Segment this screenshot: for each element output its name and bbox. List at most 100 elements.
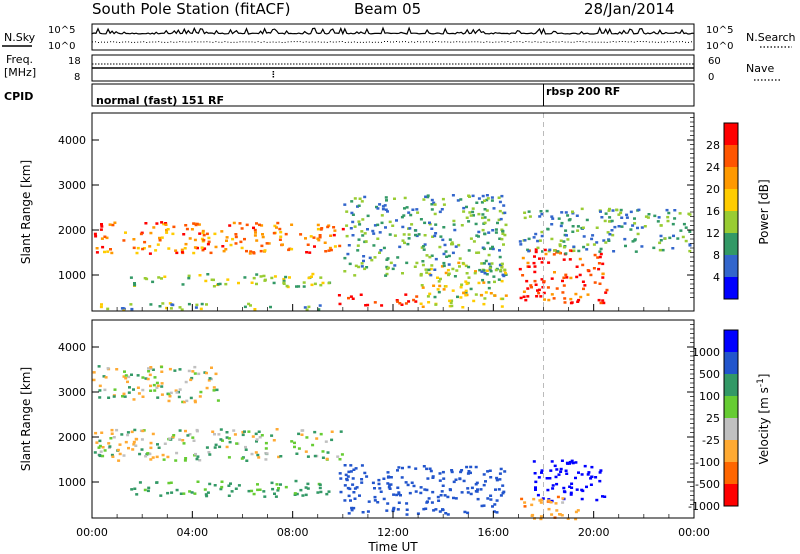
data-cell [605, 288, 609, 292]
data-cell [313, 454, 317, 458]
data-cell [518, 267, 522, 271]
data-cell [309, 235, 313, 238]
data-cell [550, 223, 554, 226]
data-cell [136, 246, 140, 250]
data-cell [362, 259, 365, 263]
data-cell [151, 280, 155, 284]
data-cell [488, 266, 492, 270]
data-cell [599, 469, 603, 472]
noise-search-point [688, 41, 689, 43]
noise-search-point [215, 41, 217, 43]
data-cell [371, 481, 375, 485]
colorbar-tick-label: 1000 [692, 346, 720, 359]
data-cell [148, 252, 152, 255]
data-cell [522, 290, 526, 293]
noise-search-point [128, 41, 130, 43]
data-cell [201, 229, 205, 233]
data-cell [606, 231, 610, 234]
data-cell [452, 223, 456, 226]
noise-search-point [248, 41, 250, 43]
data-cell [205, 386, 209, 390]
data-cell [490, 199, 494, 202]
data-cell [428, 221, 431, 224]
data-cell [442, 261, 446, 265]
data-cell [535, 295, 539, 298]
noise-search-point [573, 41, 575, 43]
data-cell [423, 234, 427, 237]
data-cell [237, 484, 241, 487]
data-cell [494, 228, 498, 231]
colorbar-segment [724, 145, 738, 167]
data-cell [497, 196, 501, 199]
data-cell [459, 198, 463, 201]
data-cell [158, 239, 162, 242]
data-cell [261, 233, 264, 236]
data-cell [431, 490, 435, 494]
data-cell [596, 256, 600, 259]
data-cell [103, 250, 106, 254]
data-cell [279, 235, 283, 238]
data-cell [446, 495, 450, 499]
data-cell [423, 221, 427, 225]
data-cell [315, 437, 319, 440]
data-cell [327, 249, 331, 252]
data-cell [523, 211, 527, 214]
data-cell [436, 288, 440, 291]
data-cell [442, 477, 446, 480]
data-cell [541, 286, 545, 289]
data-cell [350, 508, 354, 512]
data-cell [503, 233, 507, 237]
data-cell [469, 492, 473, 496]
data-cell [302, 285, 306, 288]
data-cell [149, 458, 153, 461]
data-cell [580, 226, 584, 230]
noise-search-point [447, 41, 449, 43]
data-cell [439, 235, 443, 238]
data-cell [124, 231, 127, 234]
data-cell [262, 490, 266, 493]
data-cell [464, 280, 468, 283]
data-cell [234, 487, 238, 490]
data-cell [396, 469, 399, 472]
data-cell [361, 511, 365, 514]
data-cell [193, 400, 197, 404]
noise-search-point [239, 41, 241, 43]
data-cell [313, 282, 317, 286]
data-cell [419, 302, 423, 305]
data-cell [167, 392, 171, 396]
data-cell [126, 431, 130, 434]
data-cell [313, 430, 317, 434]
data-cell [193, 246, 197, 249]
data-cell [144, 222, 148, 225]
data-cell [405, 261, 409, 265]
noise-search-point [390, 41, 391, 43]
data-cell [500, 237, 504, 241]
data-cell [161, 302, 165, 305]
data-cell [151, 456, 155, 459]
data-cell [211, 430, 215, 433]
data-cell [220, 485, 224, 489]
data-cell [401, 466, 404, 470]
data-cell [483, 297, 487, 300]
data-cell [204, 279, 208, 283]
data-cell [441, 484, 445, 487]
data-cell [379, 490, 383, 493]
data-cell [111, 455, 115, 458]
data-cell [139, 232, 143, 236]
data-cell [467, 265, 471, 269]
data-cell [481, 213, 485, 216]
data-cell [118, 452, 122, 456]
data-cell [494, 488, 497, 491]
noise-search-point [359, 41, 361, 43]
beam-label: Beam 05 [354, 0, 421, 18]
data-cell [302, 281, 306, 284]
data-cell [441, 238, 445, 242]
data-cell [393, 264, 397, 267]
data-cell [147, 367, 150, 370]
data-cell [498, 209, 502, 213]
data-cell [401, 225, 405, 229]
data-cell [574, 292, 578, 296]
data-cell [396, 486, 400, 489]
data-cell [424, 507, 428, 510]
data-cell [373, 495, 377, 499]
